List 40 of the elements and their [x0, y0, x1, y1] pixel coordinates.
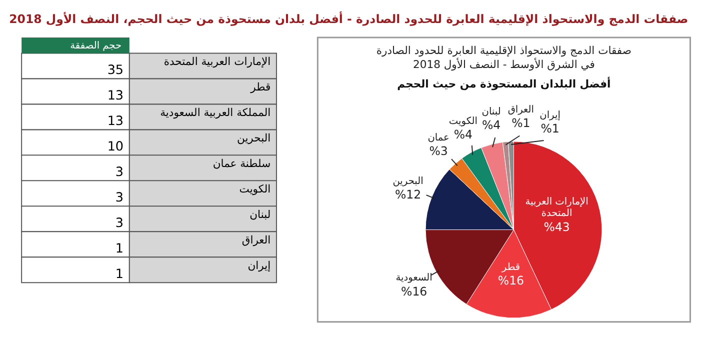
- category-label: إيران: [248, 258, 271, 272]
- category-label: سلطنة عمان: [212, 156, 271, 170]
- category-label: البحرين: [236, 131, 271, 144]
- data-label: 3: [115, 164, 124, 180]
- data-label: 3: [115, 190, 124, 206]
- data-label: %16: [401, 284, 428, 298]
- data-label: %4: [454, 128, 473, 142]
- data-label: %1: [540, 122, 560, 136]
- slice-label: إيران: [540, 110, 561, 121]
- category-label: قطر: [250, 80, 271, 94]
- text: صفقات الدمج والاستحواذ الإقليمية العابرة للحدود الصادرة - أفضل بلدان مستحوذة من حيث الحجم، النصف الأول 2018: [9, 10, 688, 26]
- category-label: لبنان: [250, 208, 271, 221]
- slice-label: عمان: [428, 132, 450, 144]
- data-label: %1: [512, 116, 530, 130]
- data-label: %43: [544, 220, 570, 234]
- category-label: المملكة العربية السعودية: [160, 106, 271, 119]
- slice-label: الكويت: [448, 116, 478, 127]
- category-label: العراق: [242, 233, 271, 246]
- category-label: الكويت: [239, 182, 271, 196]
- data-label: %12: [394, 188, 422, 202]
- data-label: 13: [107, 114, 124, 129]
- slice-label: البحرين: [392, 176, 424, 187]
- slice-label: العراق: [508, 104, 534, 116]
- slice-label: السعودية: [396, 272, 432, 284]
- data-label: %16: [498, 274, 524, 288]
- data-label: 35: [107, 62, 124, 78]
- slice-label: قطر: [500, 262, 520, 273]
- text: حجم الصفقة: [70, 40, 122, 52]
- data-label: 1: [115, 241, 124, 256]
- data-label: 13: [107, 88, 124, 104]
- slice-label: لبنان: [482, 106, 501, 118]
- data-label: 10: [107, 139, 124, 154]
- chart-title: صفقات الدمج والاستحواذ الإقليمية العابرة للحدود الصادرة في الشرق الأوسط - النصف الأول 2018: [376, 44, 632, 71]
- data-label: 3: [115, 216, 124, 231]
- data-label: %4: [482, 118, 501, 132]
- category-label: الإمارات العربية المتحدة: [164, 54, 271, 68]
- data-label: 1: [115, 266, 124, 282]
- data-label: %3: [429, 144, 448, 158]
- chart-subtitle: أفضل البلدان المستحوذة من حيث الحجم: [397, 76, 611, 91]
- slice-label: الإمارات العربية المتحدة: [525, 196, 588, 220]
